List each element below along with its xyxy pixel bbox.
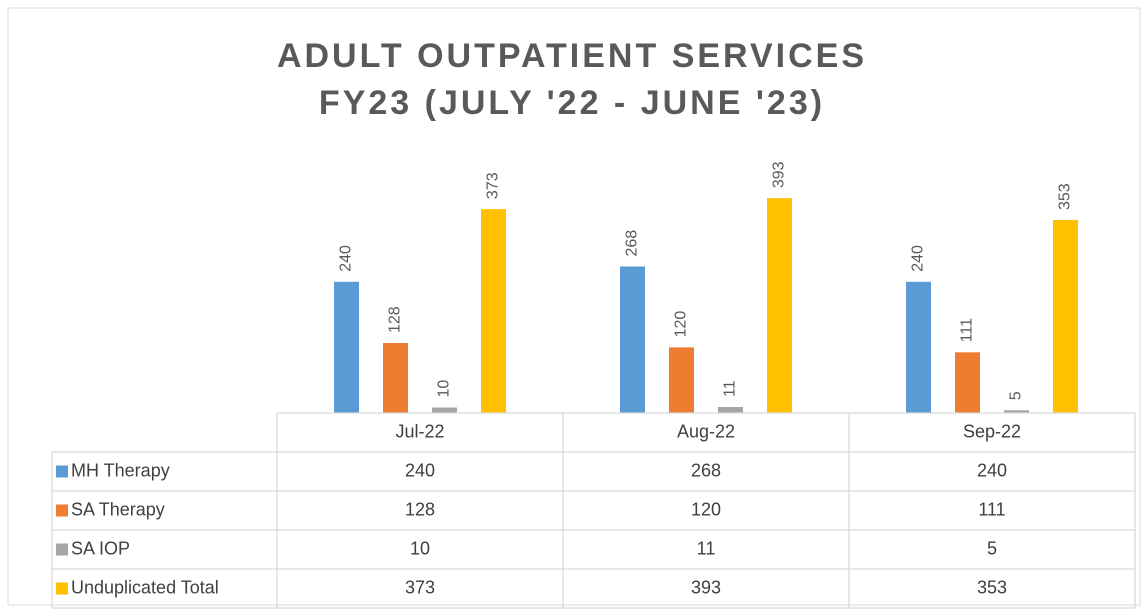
- table-cell: 11: [697, 538, 716, 558]
- bar: [906, 281, 931, 413]
- data-label: 268: [624, 230, 641, 257]
- data-label: 128: [387, 306, 404, 333]
- bar: [383, 343, 408, 413]
- table-cell: 120: [691, 499, 721, 519]
- x-tick-label: Jul-22: [395, 421, 444, 441]
- table-cell: 393: [691, 577, 721, 597]
- chart-title: FY23 (JULY '22 - JUNE '23): [319, 84, 825, 122]
- legend-key: [56, 504, 68, 517]
- table-cell: 268: [691, 460, 721, 480]
- bar: [955, 352, 980, 413]
- bar: [767, 198, 792, 413]
- chart-border: [7, 7, 1141, 606]
- legend-key: [56, 465, 68, 478]
- chart-title: ADULT OUTPATIENT SERVICES: [277, 37, 867, 75]
- data-label: 11: [722, 380, 739, 397]
- legend-label: SA IOP: [71, 538, 130, 558]
- legend-label: Unduplicated Total: [71, 577, 219, 597]
- data-label: 5: [1008, 391, 1025, 400]
- bar: [481, 209, 506, 413]
- bar: [1053, 220, 1078, 413]
- data-label: 111: [959, 318, 976, 342]
- legend-label: SA Therapy: [71, 499, 165, 519]
- table-cell: 5: [987, 538, 997, 558]
- bar: [718, 406, 743, 413]
- table-cell: 10: [410, 538, 430, 558]
- table-cell: 128: [405, 499, 435, 519]
- bar: [432, 407, 457, 413]
- data-label: 10: [436, 380, 453, 398]
- data-label: 373: [485, 172, 502, 199]
- data-label: 120: [673, 311, 690, 338]
- bar: [334, 281, 359, 413]
- x-tick-label: Aug-22: [677, 421, 735, 441]
- table-cell: 111: [978, 499, 1005, 519]
- table-cell: 373: [405, 577, 435, 597]
- bar: [620, 266, 645, 413]
- data-label: 393: [771, 161, 788, 188]
- data-label: 240: [910, 245, 927, 272]
- legend-label: MH Therapy: [71, 460, 170, 480]
- table-cell: 240: [977, 460, 1007, 480]
- legend-key: [56, 582, 68, 595]
- bar: [669, 347, 694, 413]
- legend-key: [56, 543, 68, 556]
- table-cell: 240: [405, 460, 435, 480]
- x-tick-label: Sep-22: [963, 421, 1021, 441]
- data-label: 353: [1057, 183, 1074, 210]
- bar: [1004, 410, 1029, 413]
- table-cell: 353: [977, 577, 1007, 597]
- data-label: 240: [338, 245, 355, 272]
